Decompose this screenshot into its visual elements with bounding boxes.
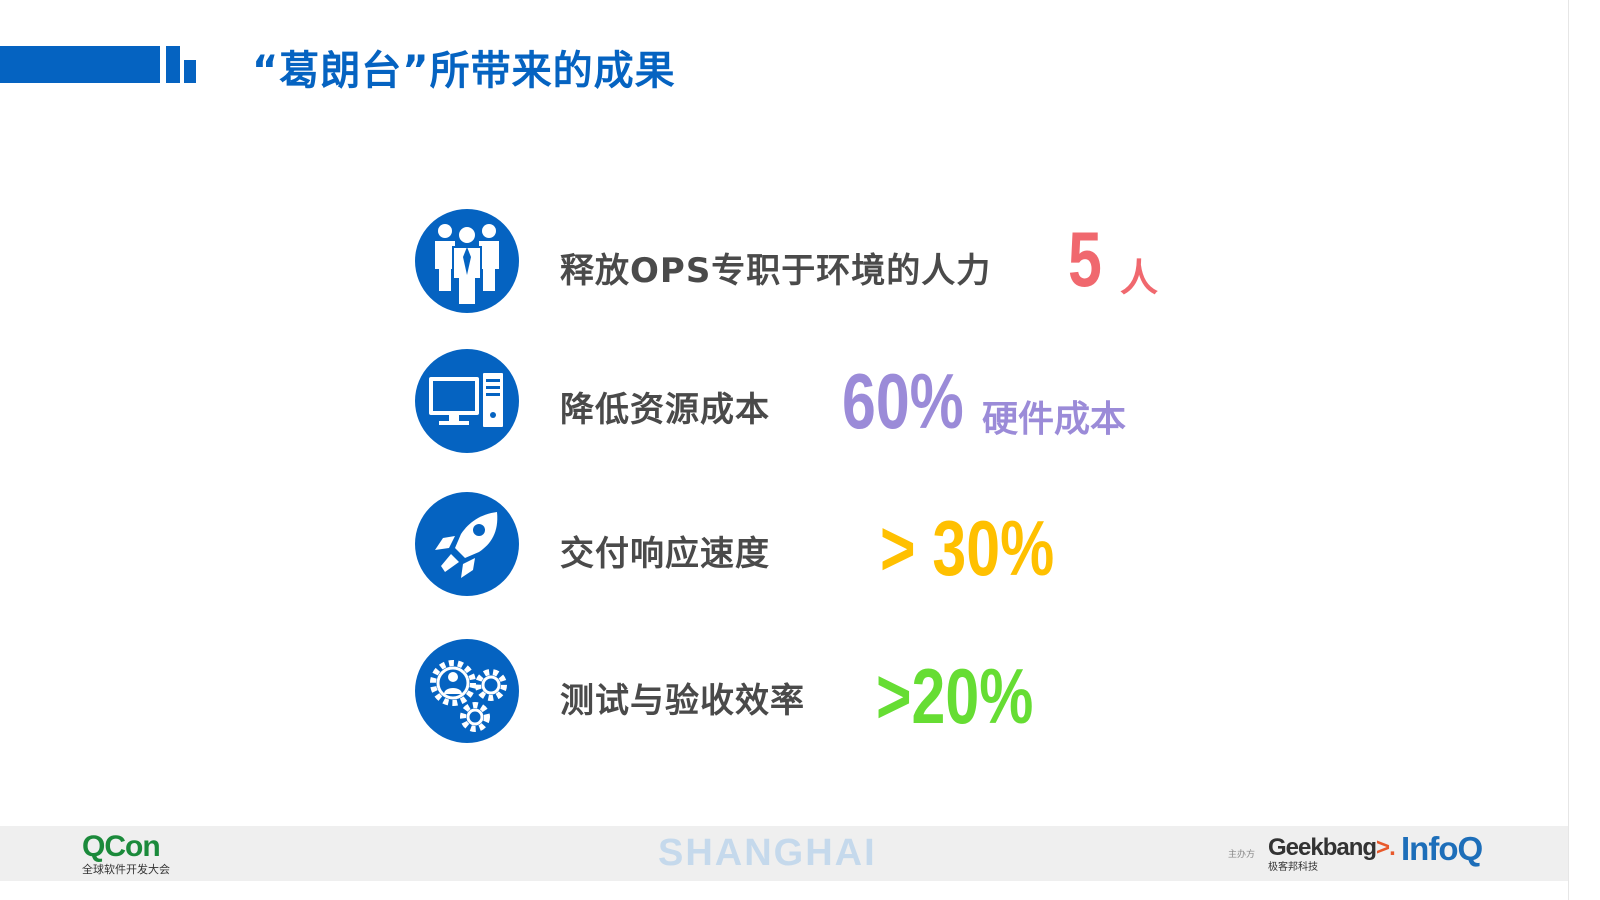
- city-watermark: SHANGHAI: [658, 832, 877, 874]
- result-value: 60%: [842, 357, 964, 445]
- host-label: 主办方: [1228, 850, 1256, 860]
- page-title: “葛朗台”所带来的成果: [252, 48, 676, 94]
- geekbang-arrow: >.: [1376, 834, 1396, 861]
- footer-bar: [0, 826, 1568, 881]
- title-accent-bar: [0, 46, 160, 83]
- result-value: 5: [1068, 215, 1102, 303]
- geekbang-name: Geekbang: [1268, 834, 1377, 861]
- title-accent-bar: [166, 46, 180, 83]
- people-icon: [415, 209, 519, 313]
- qcon-logo: QCon: [82, 830, 161, 863]
- qcon-tagline: 全球软件开发大会: [82, 863, 170, 876]
- result-label: 降低资源成本: [560, 390, 770, 430]
- result-value: > 30%: [880, 504, 1055, 592]
- result-unit: 硬件成本: [982, 399, 1127, 440]
- geekbang-logo: Geekbang>.: [1268, 834, 1396, 862]
- title-accent-bar: [184, 60, 196, 83]
- geekbang-tagline: 极客邦科技: [1268, 862, 1318, 873]
- gears-person-icon: [415, 639, 519, 743]
- result-unit: 人: [1120, 256, 1159, 300]
- result-value: >20%: [876, 652, 1034, 740]
- result-label: 交付响应速度: [560, 534, 770, 574]
- result-label: 释放OPS专职于环境的人力: [560, 251, 992, 291]
- result-label: 测试与验收效率: [560, 681, 805, 721]
- computer-icon: [415, 349, 519, 453]
- infoq-logo: InfoQ: [1401, 830, 1483, 867]
- rocket-icon: [415, 492, 519, 596]
- right-margin: [1568, 0, 1600, 900]
